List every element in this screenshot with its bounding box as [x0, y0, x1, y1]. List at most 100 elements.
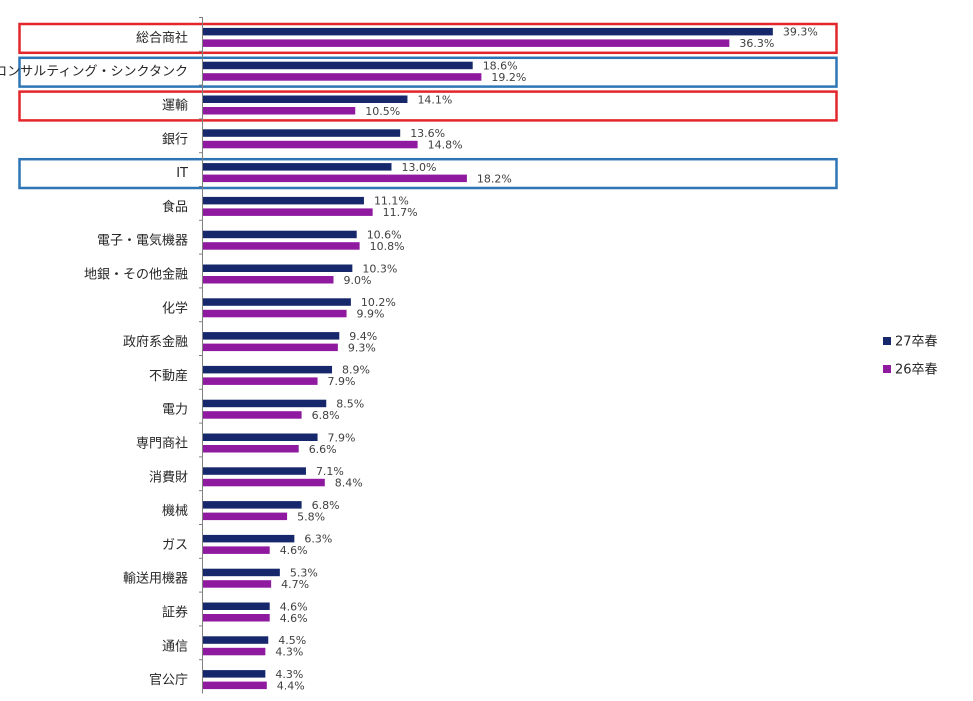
- category-label: 専門商社: [136, 436, 188, 452]
- data-label: 13.0%: [402, 161, 437, 174]
- data-label: 14.8%: [428, 139, 463, 152]
- data-label: 11.1%: [374, 195, 409, 208]
- bar-26: [203, 647, 266, 656]
- legend-label: 26卒春: [895, 363, 938, 378]
- data-label: 36.3%: [739, 37, 774, 50]
- value-labels: 39.3% 36.3% 18.6%19.2% 14.1% 10.5% 13.6%14.8%…: [275, 26, 817, 693]
- data-label: 10.2%: [361, 296, 396, 309]
- category-label: 食品: [162, 199, 188, 215]
- bar-27: [203, 264, 353, 272]
- data-label: 14.1%: [417, 93, 452, 106]
- category-label: 不動産: [149, 368, 188, 384]
- bar-26: [203, 276, 334, 284]
- data-label: 10.8%: [370, 240, 405, 253]
- data-label: 10.6%: [367, 228, 402, 241]
- bar-27: [203, 61, 473, 70]
- bar-27: [203, 602, 270, 610]
- legend-swatch: [883, 365, 891, 373]
- data-label: 7.9%: [328, 431, 356, 444]
- data-label: 39.3%: [783, 26, 818, 39]
- category-label: 証券: [162, 605, 188, 621]
- data-label: 4.4%: [277, 679, 305, 692]
- data-label: 4.3%: [275, 646, 303, 659]
- data-label: 10.3%: [362, 262, 397, 275]
- data-label: 4.3%: [275, 668, 303, 681]
- bar-27: [203, 534, 295, 543]
- bar-26: [203, 546, 270, 554]
- data-label: 7.9%: [328, 375, 356, 388]
- data-label: 6.6%: [309, 443, 337, 456]
- bar-27: [203, 433, 318, 441]
- category-label: IT: [176, 166, 188, 181]
- category-label: 機械: [162, 504, 188, 519]
- bar-26: [203, 107, 356, 115]
- data-label: 13.6%: [410, 127, 445, 140]
- data-label: 4.6%: [280, 600, 308, 613]
- bar-27: [203, 163, 392, 171]
- data-label: 4.6%: [280, 544, 308, 557]
- data-label: 7.1%: [316, 465, 344, 478]
- bar-27: [203, 332, 340, 340]
- bar-26: [203, 512, 288, 521]
- legend-label: 27卒春: [895, 335, 938, 350]
- bar-27: [203, 568, 280, 577]
- data-label: 18.6%: [483, 59, 518, 72]
- highlight-box: [18, 56, 838, 88]
- bar-27: [203, 399, 327, 408]
- category-label: 電力: [162, 403, 188, 418]
- data-label: 18.2%: [477, 172, 512, 185]
- data-label: 8.9%: [342, 364, 370, 377]
- bar-26: [203, 580, 272, 588]
- bar-26: [203, 478, 325, 487]
- data-label: 8.5%: [336, 397, 364, 410]
- bar-26: [203, 174, 467, 183]
- bar-26: [203, 39, 730, 47]
- category-label: コンサルティング・シンクタンク: [0, 65, 188, 80]
- category-label: 化学: [162, 300, 188, 316]
- category-label: 政府系金融: [123, 334, 188, 350]
- data-label: 9.4%: [349, 330, 377, 343]
- data-label: 5.3%: [290, 566, 318, 579]
- data-label: 4.5%: [278, 634, 306, 647]
- bar-26: [203, 309, 347, 318]
- bar-26: [203, 377, 318, 385]
- bar-26: [203, 73, 482, 81]
- data-label: 6.3%: [304, 533, 332, 546]
- category-label: 官公庁: [149, 672, 188, 688]
- category-label: 総合商社: [136, 30, 188, 46]
- bar-27: [203, 298, 351, 306]
- bar-27: [203, 196, 364, 205]
- data-label: 9.0%: [344, 274, 372, 287]
- data-label: 4.6%: [280, 612, 308, 625]
- highlight-box: [18, 22, 838, 55]
- bar-27: [203, 670, 266, 678]
- bar-26: [203, 140, 418, 149]
- bar-27: [203, 129, 401, 137]
- bar-26: [203, 208, 373, 216]
- category-label: 輸送用機器: [123, 572, 188, 587]
- bar-26: [203, 411, 302, 419]
- data-label: 19.2%: [491, 71, 526, 84]
- bar-27: [203, 27, 773, 36]
- legend: 27卒春 26卒春: [883, 335, 938, 378]
- data-label: 6.8%: [312, 499, 340, 512]
- bar-27: [203, 365, 333, 374]
- bar-27: [203, 467, 306, 475]
- data-label: 11.7%: [383, 206, 418, 219]
- category-label: 通信: [162, 639, 188, 654]
- category-label: ガス: [162, 538, 188, 553]
- highlight-box: [18, 157, 838, 190]
- bar-26: [203, 614, 270, 622]
- category-label: 運輸: [162, 99, 188, 114]
- highlight-box: [18, 90, 838, 122]
- bar-26: [203, 343, 338, 352]
- category-label: 電子・電気機器: [97, 233, 188, 249]
- bar-27: [203, 501, 302, 509]
- bar-26: [203, 242, 360, 250]
- bar-27: [203, 636, 269, 644]
- data-label: 5.8%: [297, 510, 325, 523]
- data-label: 9.3%: [348, 341, 376, 354]
- bar-27: [203, 230, 357, 239]
- bars: [199, 17, 773, 690]
